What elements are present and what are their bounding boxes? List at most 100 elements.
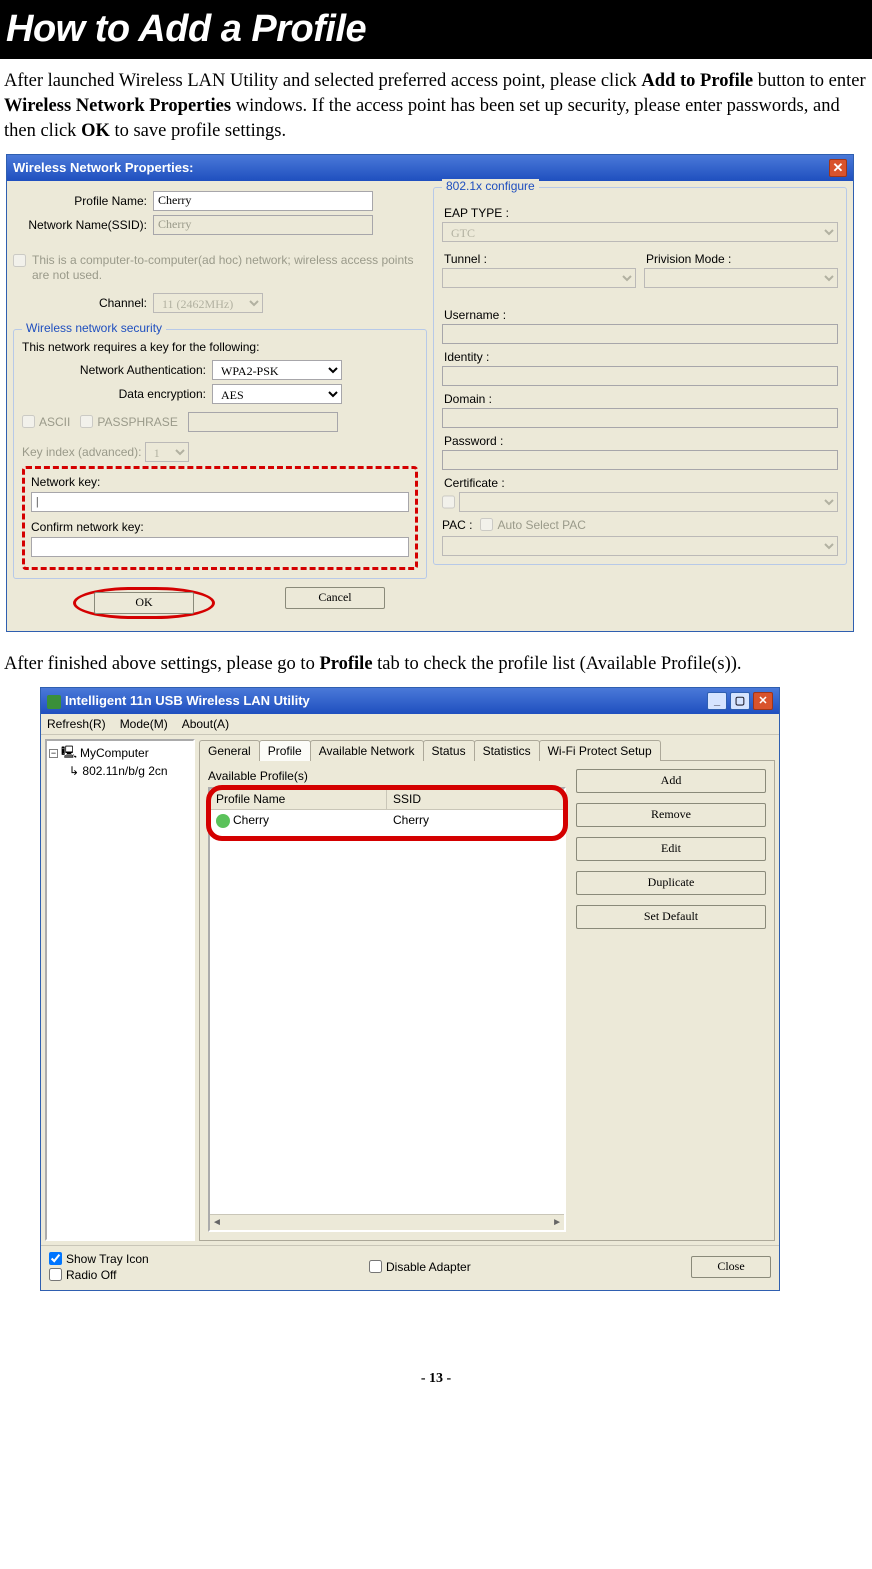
- profile-icon: [216, 814, 230, 828]
- text: After finished above settings, please go…: [4, 654, 319, 674]
- tab-available-network[interactable]: Available Network: [310, 740, 424, 761]
- password-input: [442, 450, 838, 470]
- edit-button[interactable]: Edit: [576, 837, 766, 861]
- utility-title: Intelligent 11n USB Wireless LAN Utility: [65, 693, 310, 708]
- intro-paragraph-2: After finished above settings, please go…: [0, 642, 872, 683]
- ascii-label: ASCII: [39, 415, 70, 429]
- bold-text: Add to Profile: [641, 71, 753, 91]
- tab-wps[interactable]: Wi-Fi Protect Setup: [539, 740, 661, 761]
- ssid-label: Network Name(SSID):: [13, 218, 153, 232]
- profile-list[interactable]: Profile Name SSID Cherry Cherry ◄►: [208, 787, 566, 1232]
- netkey-label: Network key:: [31, 475, 409, 489]
- bold-text: Wireless Network Properties: [4, 96, 231, 116]
- tree-child[interactable]: 802.11n/b/g 2cn: [82, 764, 167, 778]
- profile-row[interactable]: Cherry Cherry: [210, 810, 564, 831]
- tree-collapse-icon[interactable]: −: [49, 749, 58, 758]
- text: button to enter: [753, 71, 866, 91]
- page-heading: How to Add a Profile: [6, 8, 866, 51]
- cert-checkbox: [442, 492, 455, 512]
- wireless-properties-dialog: Wireless Network Properties: ✕ Profile N…: [6, 154, 854, 632]
- profile-row-ssid: Cherry: [387, 810, 564, 831]
- tunnel-select: [442, 268, 636, 288]
- cancel-button[interactable]: Cancel: [285, 587, 385, 609]
- show-tray-label: Show Tray Icon: [66, 1252, 149, 1266]
- set-default-button[interactable]: Set Default: [576, 905, 766, 929]
- utility-window: Intelligent 11n USB Wireless LAN Utility…: [40, 687, 780, 1291]
- menu-mode[interactable]: Mode(M): [120, 717, 168, 731]
- identity-input: [442, 366, 838, 386]
- text: tab to check the profile list (Available…: [373, 654, 742, 674]
- security-fieldset: Wireless network security This network r…: [13, 329, 427, 579]
- username-input: [442, 324, 838, 344]
- cert-label: Certificate :: [444, 476, 838, 490]
- tab-general[interactable]: General: [199, 740, 260, 761]
- radio-off-checkbox[interactable]: [49, 1268, 62, 1281]
- disable-adapter-checkbox[interactable]: [369, 1260, 382, 1273]
- confirm-key-input[interactable]: [31, 537, 409, 557]
- provision-label: Privision Mode :: [646, 252, 838, 266]
- auth-select[interactable]: WPA2-PSK: [212, 360, 342, 380]
- tab-profile[interactable]: Profile: [259, 740, 311, 761]
- add-button[interactable]: Add: [576, 769, 766, 793]
- ascii-checkbox: [22, 415, 35, 428]
- security-intro: This network requires a key for the foll…: [22, 340, 418, 354]
- close-icon[interactable]: ✕: [829, 159, 847, 177]
- text: After launched Wireless LAN Utility and …: [4, 71, 641, 91]
- network-key-highlight: Network key: Confirm network key:: [22, 466, 418, 570]
- tunnel-label: Tunnel :: [444, 252, 636, 266]
- profile-name-input[interactable]: [153, 191, 373, 211]
- tab-statistics[interactable]: Statistics: [474, 740, 540, 761]
- password-label: Password :: [444, 434, 838, 448]
- confkey-label: Confirm network key:: [31, 520, 409, 534]
- tree-root[interactable]: MyComputer: [80, 746, 149, 760]
- duplicate-button[interactable]: Duplicate: [576, 871, 766, 895]
- device-tree[interactable]: − 🖳 MyComputer ↳ 802.11n/b/g 2cn: [45, 739, 195, 1241]
- 8021x-fieldset: 802.1x configure EAP TYPE : GTC Tunnel :…: [433, 187, 847, 565]
- passphrase-input: [188, 412, 338, 432]
- radio-off-label: Radio Off: [66, 1268, 116, 1282]
- disable-adapter-label: Disable Adapter: [386, 1260, 471, 1274]
- dialog-title: Wireless Network Properties:: [13, 160, 194, 175]
- network-key-input[interactable]: [31, 492, 409, 512]
- channel-label: Channel:: [13, 296, 153, 310]
- identity-label: Identity :: [444, 350, 838, 364]
- enc-label: Data encryption:: [22, 387, 212, 401]
- menu-about[interactable]: About(A): [182, 717, 229, 731]
- domain-label: Domain :: [444, 392, 838, 406]
- profile-row-name: Cherry: [233, 813, 269, 827]
- minimize-icon[interactable]: _: [707, 692, 727, 710]
- enc-select[interactable]: AES: [212, 384, 342, 404]
- provision-select: [644, 268, 838, 288]
- menu-bar: Refresh(R) Mode(M) About(A): [41, 714, 779, 735]
- keyindex-select: 1: [145, 442, 189, 462]
- col-profile-name[interactable]: Profile Name: [210, 789, 387, 809]
- maximize-icon[interactable]: ▢: [730, 692, 750, 710]
- security-legend: Wireless network security: [22, 321, 166, 335]
- utility-titlebar: Intelligent 11n USB Wireless LAN Utility…: [41, 688, 779, 714]
- 8021x-legend: 802.1x configure: [442, 179, 539, 193]
- intro-paragraph-1: After launched Wireless LAN Utility and …: [0, 59, 872, 150]
- passphrase-checkbox: [80, 415, 93, 428]
- ssid-input: [153, 215, 373, 235]
- col-ssid[interactable]: SSID: [387, 789, 564, 809]
- tab-strip: General Profile Available Network Status…: [199, 739, 775, 760]
- adhoc-checkbox: [13, 254, 26, 267]
- menu-refresh[interactable]: Refresh(R): [47, 717, 106, 731]
- ok-button-highlight: OK: [73, 587, 215, 619]
- adhoc-label: This is a computer-to-computer(ad hoc) n…: [32, 253, 427, 283]
- pac-label: PAC :: [442, 518, 472, 532]
- bold-text: OK: [81, 121, 110, 141]
- close-icon[interactable]: ✕: [753, 692, 773, 710]
- passphrase-label: PASSPHRASE: [97, 415, 177, 429]
- available-profiles-label: Available Profile(s): [208, 769, 566, 783]
- remove-button[interactable]: Remove: [576, 803, 766, 827]
- list-scrollbar[interactable]: ◄►: [210, 1214, 564, 1230]
- eap-select: GTC: [442, 222, 838, 242]
- app-icon: [47, 695, 61, 709]
- text: to save profile settings.: [110, 121, 286, 141]
- tab-status[interactable]: Status: [423, 740, 475, 761]
- page-heading-bar: How to Add a Profile: [0, 0, 872, 59]
- show-tray-checkbox[interactable]: [49, 1252, 62, 1265]
- close-button[interactable]: Close: [691, 1256, 771, 1278]
- ok-button[interactable]: OK: [94, 592, 194, 614]
